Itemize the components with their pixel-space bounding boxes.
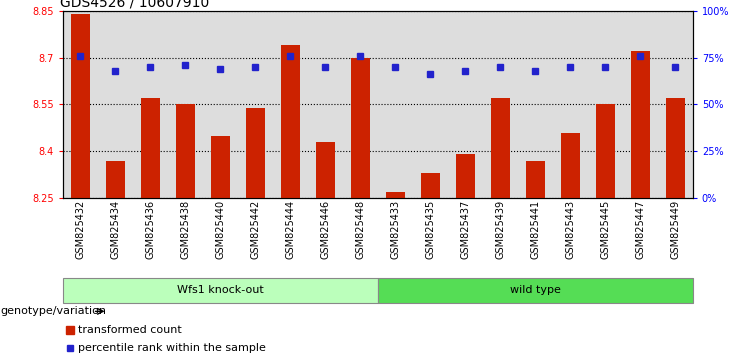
Bar <box>456 154 475 198</box>
Bar <box>316 142 335 198</box>
Text: transformed count: transformed count <box>78 325 182 335</box>
Bar <box>483 11 518 198</box>
Bar <box>168 11 203 198</box>
Bar <box>98 11 133 198</box>
Bar <box>106 161 125 198</box>
Bar <box>378 11 413 198</box>
Text: Wfs1 knock-out: Wfs1 knock-out <box>177 285 264 295</box>
Text: wild type: wild type <box>510 285 561 295</box>
Bar <box>561 132 580 198</box>
Text: GDS4526 / 10607910: GDS4526 / 10607910 <box>60 0 209 10</box>
Bar <box>133 11 168 198</box>
Bar <box>71 14 90 198</box>
Bar <box>658 11 693 198</box>
Bar <box>518 11 553 198</box>
Bar <box>211 136 230 198</box>
Text: genotype/variation: genotype/variation <box>0 306 106 316</box>
Bar <box>623 11 658 198</box>
Bar <box>526 161 545 198</box>
Bar <box>203 11 238 198</box>
Bar <box>596 104 615 198</box>
Bar <box>281 45 300 198</box>
Bar <box>421 173 440 198</box>
Bar <box>246 108 265 198</box>
Bar <box>63 278 378 303</box>
Text: percentile rank within the sample: percentile rank within the sample <box>78 343 266 353</box>
Bar <box>553 11 588 198</box>
Bar <box>491 98 510 198</box>
Bar <box>386 192 405 198</box>
Bar <box>631 51 650 198</box>
Bar <box>63 11 98 198</box>
Bar <box>343 11 378 198</box>
Bar <box>273 11 308 198</box>
Bar <box>141 98 160 198</box>
Bar <box>448 11 483 198</box>
Bar <box>350 57 370 198</box>
Bar <box>665 98 685 198</box>
Bar <box>413 11 448 198</box>
Bar <box>588 11 623 198</box>
Bar <box>238 11 273 198</box>
Bar <box>176 104 195 198</box>
Bar <box>308 11 343 198</box>
Bar <box>378 278 693 303</box>
